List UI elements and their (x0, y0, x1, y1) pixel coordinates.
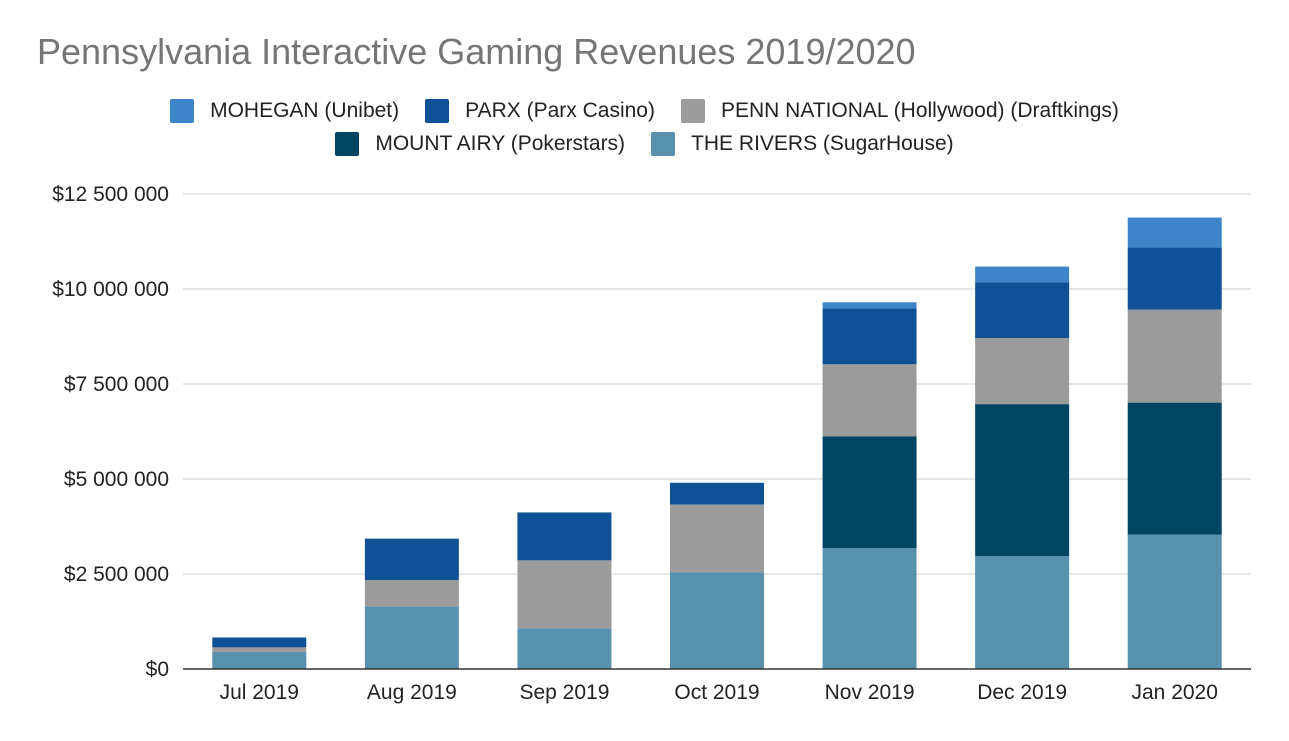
legend-swatch (425, 99, 450, 123)
bar-segment (1127, 217, 1222, 248)
bar-segment (517, 560, 612, 629)
bar-segment (822, 548, 917, 669)
y-tick-label: $10 000 000 (52, 278, 169, 301)
y-tick-label: $7 500 000 (64, 373, 169, 396)
bar-segment (975, 282, 1070, 339)
legend-item: PENN NATIONAL (Hollywood) (Draftkings) (680, 99, 1119, 123)
bar-segment (1127, 247, 1222, 310)
legend-swatch (651, 132, 676, 156)
bar-segment (822, 302, 917, 309)
bar-segment (212, 647, 307, 652)
bar-segment (517, 628, 612, 669)
bar-segment (517, 512, 612, 561)
bar-segment (822, 364, 917, 437)
legend-item: THE RIVERS (SugarHouse) (651, 132, 954, 156)
legend-swatch (170, 99, 195, 123)
legend-swatch (335, 132, 360, 156)
y-tick-label: $0 (146, 658, 169, 681)
x-tick-label: Dec 2019 (977, 681, 1067, 704)
y-tick-label: $5 000 000 (64, 468, 169, 491)
legend-label: PENN NATIONAL (Hollywood) (Draftkings) (720, 99, 1119, 122)
y-tick-label: $2 500 000 (64, 563, 169, 586)
x-tick-label: Jul 2019 (220, 681, 299, 704)
bar-segment (975, 556, 1070, 669)
legend-item: PARX (Parx Casino) (425, 99, 655, 123)
x-tick-label: Oct 2019 (674, 681, 759, 704)
bar-segment (364, 580, 459, 607)
legend-item: MOUNT AIRY (Pokerstars) (335, 132, 625, 156)
bar-segment (822, 436, 917, 549)
legend-row-2: MOUNT AIRY (Pokerstars) THE RIVERS (Sugar… (0, 132, 1289, 156)
bar-segment (1127, 402, 1222, 535)
legend-label: PARX (Parx Casino) (465, 99, 655, 122)
legend-swatch (680, 99, 705, 123)
bar-segment (670, 504, 764, 573)
bar-segment (1127, 309, 1222, 403)
chart-title: Pennsylvania Interactive Gaming Revenues… (37, 31, 916, 72)
legend-label: THE RIVERS (SugarHouse) (691, 132, 954, 155)
legend-label: MOHEGAN (Unibet) (210, 99, 400, 122)
bar-segment (212, 637, 307, 648)
bar-segment (975, 404, 1070, 557)
bar-segment (670, 482, 764, 505)
bar-segment (975, 338, 1070, 405)
x-tick-label: Nov 2019 (825, 681, 915, 704)
bar-segment (364, 538, 459, 581)
x-tick-label: Sep 2019 (519, 681, 609, 704)
y-tick-label: $12 500 000 (52, 183, 169, 206)
bar-segment (822, 308, 917, 365)
bar-segment (212, 651, 307, 669)
bar-segment (1127, 534, 1222, 669)
x-tick-label: Jan 2020 (1132, 681, 1218, 704)
legend-item: MOHEGAN (Unibet) (170, 99, 399, 123)
bar-segment (975, 266, 1070, 283)
bar-segment (670, 572, 764, 669)
x-tick-label: Aug 2019 (367, 681, 457, 704)
legend-label: MOUNT AIRY (Pokerstars) (375, 132, 626, 155)
bar-segment (364, 606, 459, 669)
legend-row-1: MOHEGAN (Unibet) PARX (Parx Casino) PENN N… (0, 99, 1289, 123)
